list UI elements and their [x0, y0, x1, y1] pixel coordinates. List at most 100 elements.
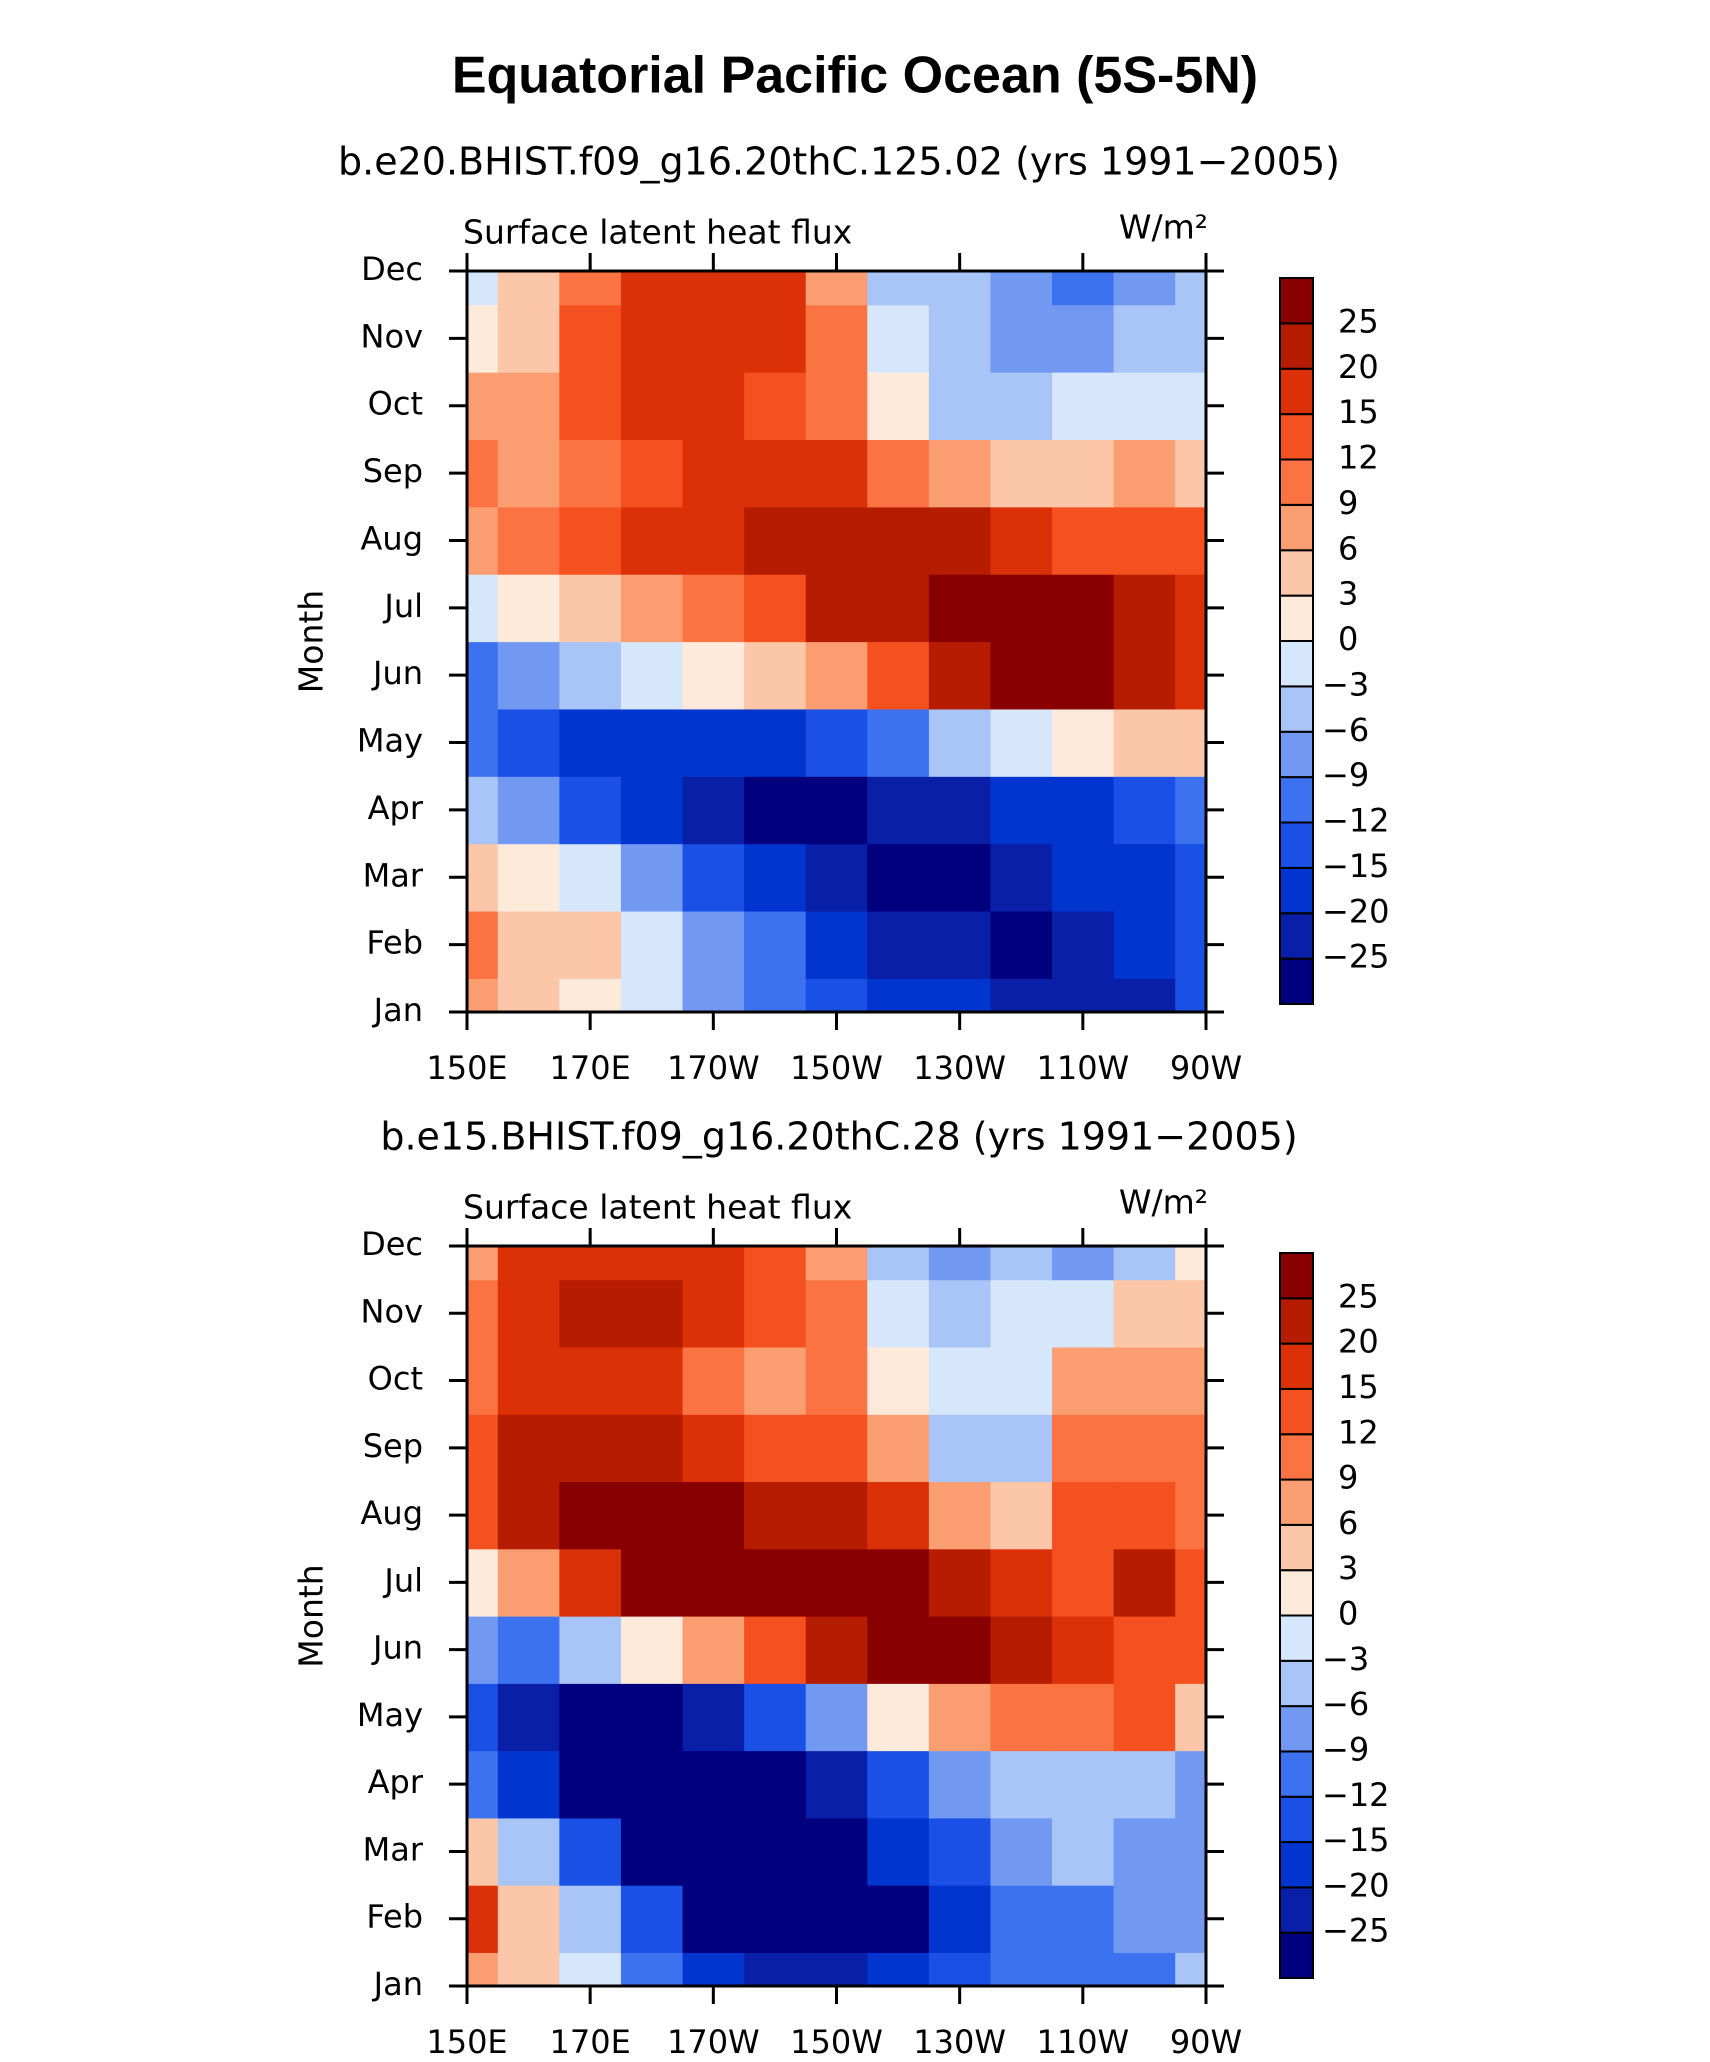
y-tick-label: Aug: [361, 1494, 423, 1532]
contour-cell: [867, 1279, 930, 1348]
y-tick-label: Jun: [371, 1629, 423, 1667]
contour-cell: [1175, 1817, 1207, 1886]
contour-cell: [928, 1279, 992, 1348]
contour-cell: [682, 574, 745, 643]
contour-cell: [467, 1481, 499, 1550]
contour-cell: [1113, 708, 1176, 777]
y-tick-label: Feb: [366, 1898, 423, 1936]
contour-cell: [867, 1952, 930, 1987]
y-tick-label: Dec: [361, 250, 423, 288]
contour-cell: [990, 1952, 1053, 1987]
contour-cell: [682, 641, 745, 710]
colorbar-box: [1279, 685, 1314, 733]
contour-cell: [497, 271, 560, 306]
colorbar-label: −15: [1322, 1821, 1390, 1859]
contour-cell: [867, 1750, 930, 1819]
contour-cell: [1052, 641, 1115, 710]
contour-cell: [682, 439, 745, 508]
contour-cell: [867, 641, 930, 710]
y-tick-label: Dec: [361, 1225, 423, 1263]
contour-cell: [682, 1414, 745, 1483]
contour-cell: [620, 843, 684, 912]
contour-cell: [867, 978, 930, 1013]
contour-cell: [559, 1817, 622, 1886]
contour-cell: [744, 843, 807, 912]
x-tick-label: 130W: [913, 2023, 1006, 2061]
contour-cell: [867, 574, 930, 643]
contour-cell: [1175, 1414, 1207, 1483]
contour-cell: [1175, 776, 1207, 845]
contour-cell: [805, 1246, 868, 1281]
contour-cell: [559, 1885, 622, 1953]
contour-cell: [620, 304, 684, 373]
contour-cell: [990, 1548, 1053, 1617]
colorbar-label: −9: [1322, 1730, 1369, 1768]
contour-cell: [1113, 1952, 1176, 1987]
contour-cell: [497, 1885, 560, 1953]
contour-cell: [1052, 978, 1115, 1013]
contour-cell: [1052, 1246, 1115, 1281]
x-tick-label: 130W: [913, 1049, 1006, 1087]
contour-cell: [805, 372, 868, 441]
contour-cell: [744, 1346, 807, 1415]
contour-cell: [559, 439, 622, 508]
contour-cell: [805, 1548, 868, 1617]
contour-cell: [559, 506, 622, 575]
contour-cell: [928, 271, 992, 306]
colorbar-label: 9: [1338, 1459, 1358, 1497]
contour-cell: [467, 1817, 499, 1886]
colorbar-box: [1279, 1387, 1314, 1436]
contour-cell: [1052, 1616, 1115, 1684]
contour-cell: [928, 506, 992, 575]
contour-cell: [867, 506, 930, 575]
contour-cell: [744, 1414, 807, 1483]
x-tick-label: 150E: [426, 1049, 507, 1087]
contour-cell: [467, 1346, 499, 1415]
y-tick-label: Feb: [366, 924, 423, 962]
colorbar-label: 0: [1338, 620, 1358, 658]
contour-cell: [1113, 506, 1176, 575]
contour-cell: [1175, 1750, 1207, 1819]
colorbar-label: 25: [1338, 302, 1379, 340]
y-tick-label: Nov: [361, 317, 423, 355]
contour-cell: [497, 1616, 560, 1684]
contour-cell: [1052, 439, 1115, 508]
contour-cell: [744, 776, 807, 845]
contour-cell: [990, 1414, 1053, 1483]
contour-cell: [744, 910, 807, 979]
contour-cell: [928, 1346, 992, 1415]
colorbar-box: [1279, 730, 1314, 779]
contour-cell: [744, 1548, 807, 1617]
contour-cell: [805, 1750, 868, 1819]
contour-cell: [928, 641, 992, 710]
contour-cell: [928, 776, 992, 845]
contour-cell: [682, 978, 745, 1013]
x-tick-label: 150W: [790, 2023, 883, 2061]
contour-cell: [1113, 641, 1176, 710]
colorbar-label: 3: [1338, 1549, 1358, 1587]
contour-cell: [805, 1414, 868, 1483]
contour-cell: [805, 304, 868, 373]
contour-cell: [559, 1481, 622, 1550]
contour-cell: [559, 978, 622, 1013]
contour-cell: [805, 1616, 868, 1684]
contour-cell: [1113, 1885, 1176, 1953]
contour-cell: [620, 1279, 684, 1348]
contour-cell: [1052, 1548, 1115, 1617]
contour-cell: [559, 910, 622, 979]
colorbar-label: −9: [1322, 756, 1369, 794]
colorbar-box: [1279, 1297, 1314, 1345]
contour-cell: [867, 304, 930, 373]
units-label: W/m²: [1119, 1183, 1208, 1222]
contour-cell: [497, 574, 560, 643]
contour-cell: [990, 439, 1053, 508]
colorbar-box: [1279, 1841, 1314, 1889]
contour-cell: [805, 641, 868, 710]
contour-cell: [620, 910, 684, 979]
contour-cell: [682, 1952, 745, 1987]
colorbar-box: [1279, 1931, 1314, 1979]
contour-cell: [805, 1817, 868, 1886]
contour-cell: [805, 271, 868, 306]
contour-cell: [990, 372, 1053, 441]
